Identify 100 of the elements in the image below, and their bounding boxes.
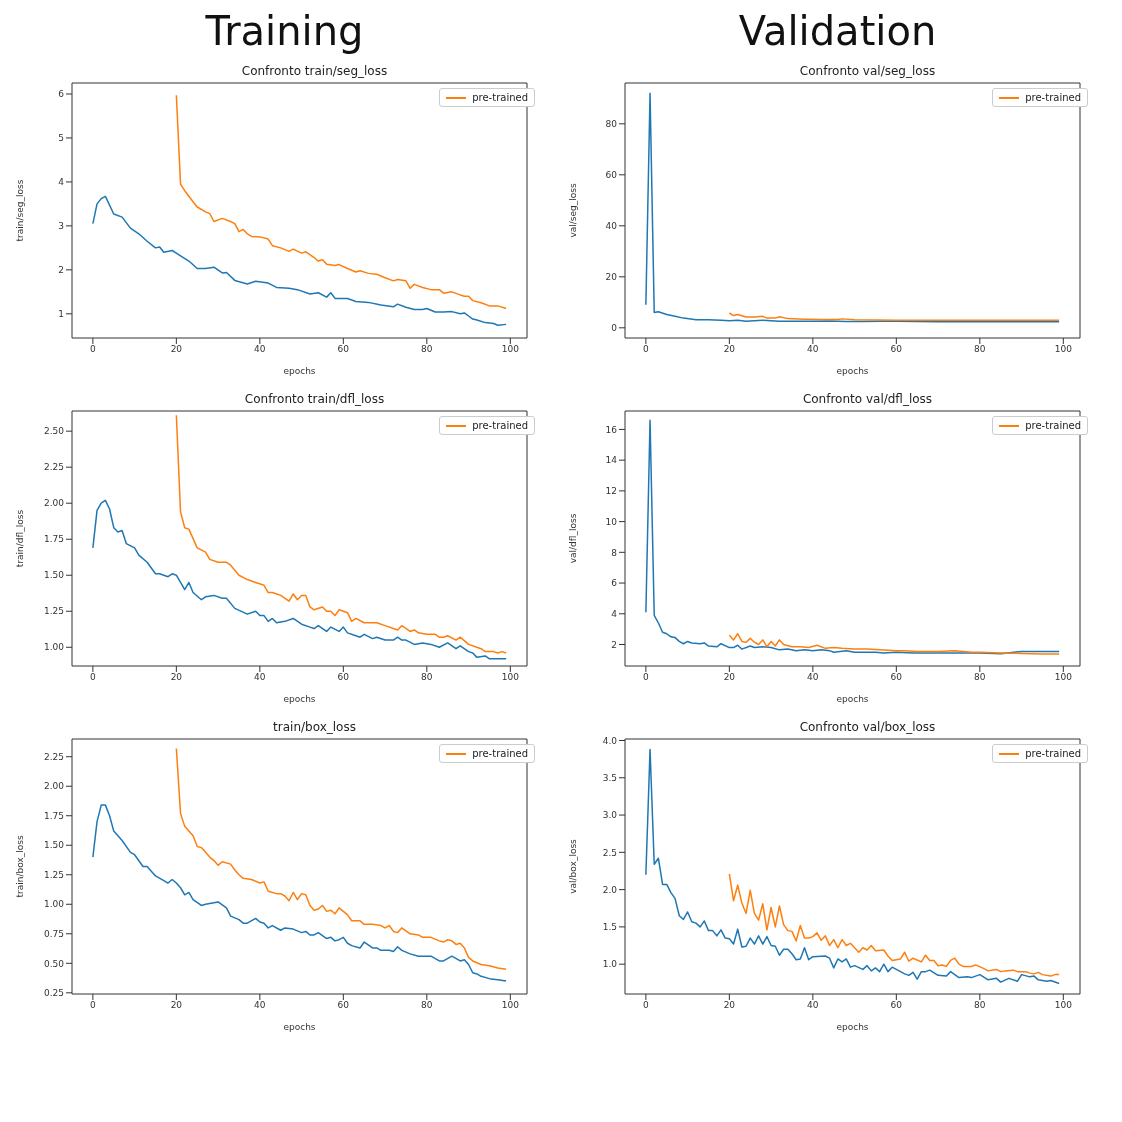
y-tick-label: 40 xyxy=(605,221,618,231)
y-tick-label: 2 xyxy=(58,265,64,276)
y-tick-label: 1.25 xyxy=(43,606,64,617)
x-axis-title: epochs xyxy=(283,1022,316,1032)
line-series xyxy=(92,804,507,982)
line-series xyxy=(728,312,1060,321)
y-tick-label: 0.50 xyxy=(43,958,65,969)
y-tick-label: 6 xyxy=(58,89,65,100)
y-tick-label: 3 xyxy=(58,221,64,232)
y-tick-label: 4 xyxy=(58,177,65,188)
y-tick-label: 1 xyxy=(58,309,64,320)
x-tick-label: 80 xyxy=(421,1000,433,1011)
y-tick-label: 2.00 xyxy=(43,498,65,509)
y-tick-label: 1.00 xyxy=(43,899,65,910)
x-tick-label: 0 xyxy=(643,1000,649,1011)
legend-label: pre-trained xyxy=(472,419,528,432)
y-tick-label: 4.0 xyxy=(602,735,618,746)
y-tick-label: 1.75 xyxy=(43,810,64,821)
legend-label: pre-trained xyxy=(472,747,528,760)
y-tick-label: 1.25 xyxy=(43,869,64,880)
y-tick-label: 0.25 xyxy=(43,988,64,999)
x-tick-label: 80 xyxy=(421,672,433,683)
text: Validation xyxy=(737,8,938,56)
x-axis-title: epochs xyxy=(283,694,316,704)
y-axis-title: train/dfl_loss xyxy=(15,509,26,568)
y-tick-label: 1.50 xyxy=(43,840,65,851)
x-tick-label: 100 xyxy=(1054,1000,1073,1011)
x-tick-label: 20 xyxy=(723,1000,736,1011)
y-tick-label: 0 xyxy=(611,322,618,333)
y-tick-label: 4 xyxy=(611,608,618,619)
line-series xyxy=(728,873,1060,977)
chart-title: Confronto val/seg_loss xyxy=(798,64,937,78)
y-tick-label: 1.75 xyxy=(43,534,64,545)
y-tick-label: 3.5 xyxy=(602,772,617,783)
chart-title: train/box_loss xyxy=(272,720,357,734)
y-tick-label: 2.00 xyxy=(43,781,65,792)
x-tick-label: 40 xyxy=(254,672,266,683)
x-tick-label: 60 xyxy=(337,672,350,683)
y-tick-label: 2 xyxy=(611,639,617,650)
x-tick-label: 40 xyxy=(254,344,266,355)
chart-title: Confronto val/dfl_loss xyxy=(801,392,934,406)
y-tick-label: 12 xyxy=(605,486,617,497)
x-tick-label: 80 xyxy=(974,344,986,355)
x-tick-label: 40 xyxy=(807,344,819,355)
y-axis-title: train/seg_loss xyxy=(15,179,26,242)
x-tick-label: 40 xyxy=(807,1000,819,1011)
y-tick-label: 60 xyxy=(605,169,618,180)
y-tick-label: 1.50 xyxy=(43,570,65,581)
x-tick-label: 80 xyxy=(421,344,433,355)
x-tick-label: 40 xyxy=(254,1000,266,1011)
x-tick-label: 80 xyxy=(974,672,986,683)
x-tick-label: 40 xyxy=(807,672,819,683)
y-tick-label: 10 xyxy=(605,516,618,527)
x-axis-title: epochs xyxy=(283,366,316,376)
x-tick-label: 60 xyxy=(890,344,903,355)
chart-title: Confronto train/seg_loss xyxy=(240,64,389,78)
chart-title: Confronto train/dfl_loss xyxy=(243,392,386,406)
x-tick-label: 0 xyxy=(643,672,649,683)
line-series xyxy=(92,195,507,326)
y-tick-label: 2.5 xyxy=(602,847,617,858)
y-tick-label: 0.75 xyxy=(43,928,64,939)
y-tick-label: 20 xyxy=(605,271,618,282)
x-tick-label: 100 xyxy=(501,1000,520,1011)
x-tick-label: 20 xyxy=(170,344,183,355)
y-tick-label: 2.25 xyxy=(43,462,64,473)
y-tick-label: 2.25 xyxy=(43,751,64,762)
line-series xyxy=(728,632,1060,655)
x-tick-label: 100 xyxy=(1054,672,1073,683)
y-axis-title: val/box_loss xyxy=(568,838,579,894)
x-tick-label: 0 xyxy=(90,1000,96,1011)
x-tick-label: 60 xyxy=(337,1000,350,1011)
x-axis-title: epochs xyxy=(836,1022,869,1032)
y-tick-label: 2.50 xyxy=(43,426,65,437)
x-tick-label: 0 xyxy=(643,344,649,355)
y-tick-label: 1.00 xyxy=(43,642,65,653)
y-tick-label: 8 xyxy=(611,547,618,558)
y-tick-label: 2.0 xyxy=(602,884,618,895)
x-axis-title: epochs xyxy=(836,694,869,704)
legend-label: pre-trained xyxy=(472,91,528,104)
y-tick-label: 3.0 xyxy=(602,810,618,821)
chart-title: Confronto val/box_loss xyxy=(798,720,937,734)
line-series xyxy=(92,499,507,660)
legend-label: pre-trained xyxy=(1025,419,1081,432)
x-axis-title: epochs xyxy=(836,366,869,376)
y-axis-title: val/dfl_loss xyxy=(568,513,579,564)
y-tick-label: 14 xyxy=(605,455,618,466)
x-tick-label: 60 xyxy=(337,344,350,355)
x-tick-label: 0 xyxy=(90,672,96,683)
y-tick-label: 1.0 xyxy=(602,959,618,970)
x-tick-label: 60 xyxy=(890,672,903,683)
y-tick-label: 16 xyxy=(605,424,618,435)
x-tick-label: 100 xyxy=(501,344,520,355)
y-axis-title: val/seg_loss xyxy=(568,183,579,238)
y-tick-label: 1.5 xyxy=(602,922,617,933)
x-tick-label: 0 xyxy=(90,344,96,355)
x-tick-label: 20 xyxy=(170,672,183,683)
x-tick-label: 20 xyxy=(170,1000,183,1011)
legend-label: pre-trained xyxy=(1025,747,1081,760)
legend-label: pre-trained xyxy=(1025,91,1081,104)
x-tick-label: 20 xyxy=(723,672,736,683)
